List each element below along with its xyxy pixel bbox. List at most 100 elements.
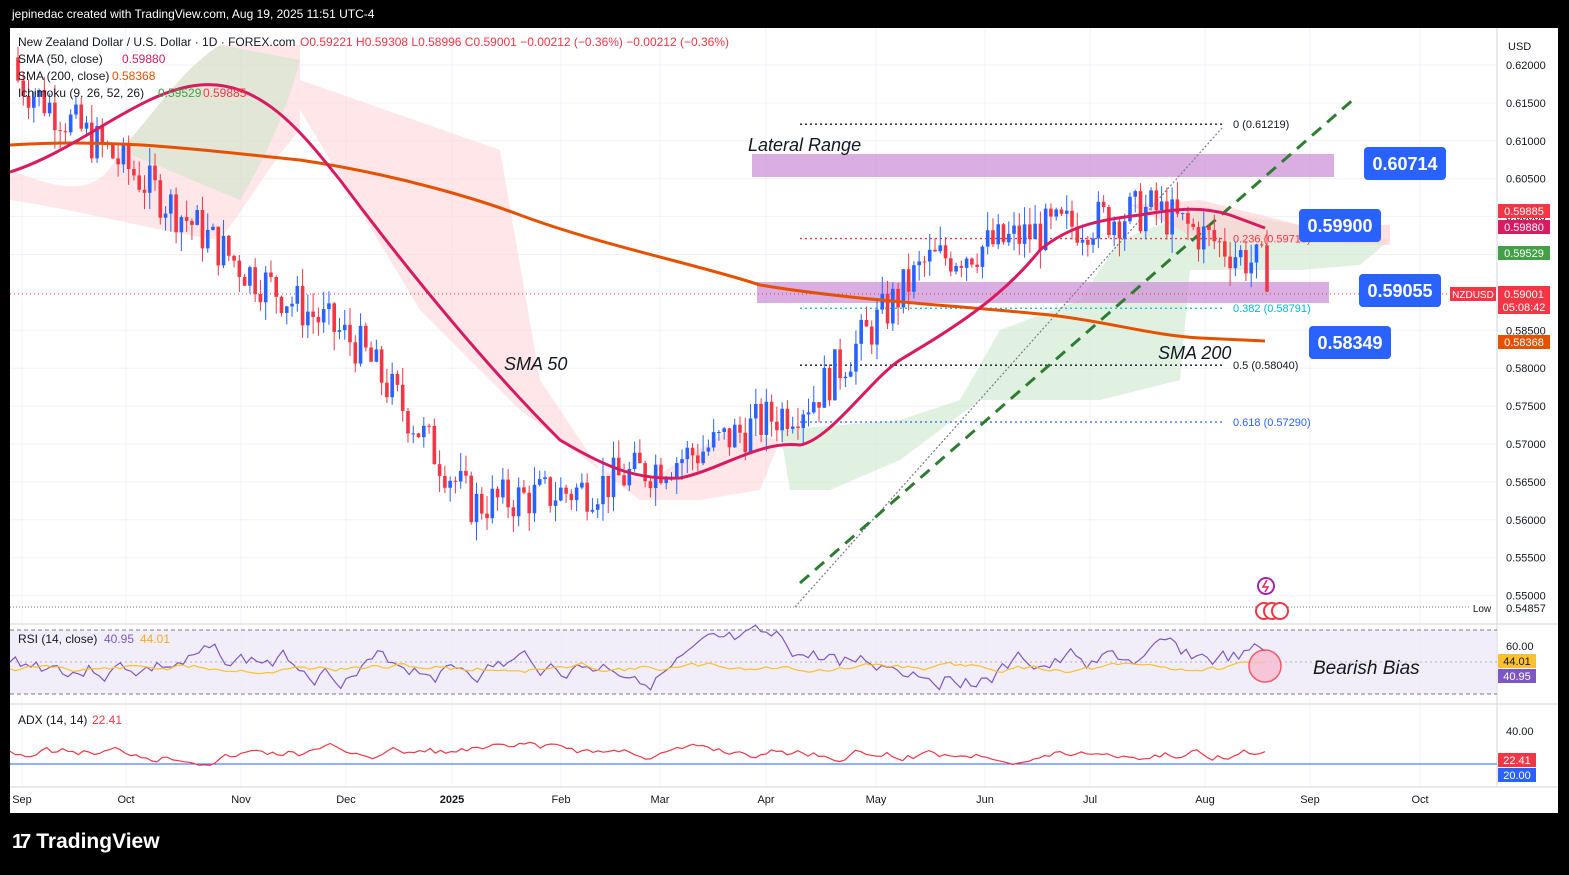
candle[interactable] [1143, 194, 1148, 240]
candle[interactable] [448, 476, 452, 502]
candle[interactable] [759, 398, 763, 443]
candle[interactable] [53, 84, 57, 149]
level-sma200-badge[interactable]: 0.58349 [1309, 326, 1391, 359]
candle[interactable] [569, 489, 574, 510]
candle[interactable] [727, 428, 732, 456]
candle[interactable] [785, 400, 790, 437]
candle[interactable] [1049, 203, 1053, 230]
candle[interactable] [943, 236, 948, 266]
candle[interactable] [590, 498, 595, 514]
candle[interactable] [1107, 204, 1111, 239]
candle[interactable] [985, 212, 990, 255]
candle[interactable] [864, 306, 869, 327]
candle[interactable] [1070, 200, 1074, 240]
candle[interactable] [427, 423, 431, 434]
candle[interactable] [147, 148, 152, 210]
candle[interactable] [1249, 244, 1253, 288]
candle[interactable] [595, 498, 600, 519]
candle[interactable] [817, 401, 821, 422]
candle[interactable] [306, 294, 310, 339]
candle[interactable] [242, 273, 247, 286]
candle[interactable] [991, 218, 995, 248]
support-range-box[interactable] [757, 282, 1329, 303]
candle[interactable] [37, 88, 41, 107]
candle[interactable] [622, 463, 626, 487]
candle[interactable] [1149, 187, 1153, 211]
candle[interactable] [274, 275, 279, 314]
candle[interactable] [248, 265, 252, 294]
candle[interactable] [980, 245, 985, 279]
candle[interactable] [1128, 192, 1132, 225]
candle[interactable] [142, 175, 147, 210]
candle[interactable] [543, 470, 547, 484]
candle[interactable] [843, 371, 848, 388]
candle[interactable] [1170, 187, 1174, 253]
candle[interactable] [1006, 221, 1011, 246]
candle[interactable] [854, 330, 858, 385]
candle[interactable] [948, 251, 953, 277]
candle[interactable] [47, 93, 52, 117]
candle[interactable] [880, 276, 885, 314]
candle[interactable] [638, 439, 642, 464]
candle[interactable] [89, 105, 94, 163]
rsi-ma-line[interactable] [9, 661, 1266, 675]
candle[interactable] [174, 187, 178, 244]
candle[interactable] [738, 416, 742, 444]
candle[interactable] [300, 269, 305, 338]
candle[interactable] [395, 370, 400, 392]
candle[interactable] [1223, 227, 1227, 267]
candle[interactable] [327, 291, 331, 325]
candle[interactable] [190, 218, 194, 240]
candle[interactable] [237, 255, 242, 292]
candle[interactable] [790, 416, 795, 434]
candle[interactable] [891, 282, 895, 331]
candle[interactable] [79, 98, 84, 132]
candle[interactable] [627, 461, 632, 491]
candle[interactable] [374, 339, 379, 363]
candle[interactable] [711, 418, 716, 452]
candle[interactable] [527, 485, 531, 531]
economic-events-icon[interactable] [1255, 577, 1289, 620]
candle[interactable] [959, 260, 964, 278]
candle[interactable] [922, 255, 927, 277]
candle[interactable] [1112, 216, 1116, 247]
candle[interactable] [632, 441, 637, 472]
fibonacci-levels[interactable]: 0 (0.61219) 0.236 (0.59710) 0.382 (0.58791… [800, 119, 1311, 429]
candle[interactable] [696, 443, 700, 472]
candle[interactable] [775, 406, 779, 442]
candle[interactable] [516, 477, 521, 527]
candle[interactable] [16, 46, 20, 83]
candle[interactable] [896, 282, 900, 325]
candle[interactable] [406, 407, 410, 443]
candle[interactable] [443, 465, 447, 494]
candle[interactable] [163, 206, 168, 231]
candle[interactable] [485, 496, 489, 530]
candle[interactable] [869, 320, 874, 355]
candle[interactable] [717, 430, 721, 441]
candle[interactable] [137, 161, 142, 193]
candle[interactable] [970, 257, 974, 268]
candle[interactable] [648, 476, 653, 498]
candle[interactable] [169, 189, 173, 232]
candle[interactable] [780, 402, 784, 443]
candle[interactable] [548, 476, 553, 513]
candle[interactable] [216, 226, 221, 276]
candle[interactable] [964, 256, 969, 281]
candle[interactable] [674, 457, 679, 494]
candle[interactable] [1196, 221, 1201, 262]
price-axis[interactable]: 0.620000.615000.610000.605000.600000.595… [1506, 60, 1546, 603]
candle[interactable] [611, 441, 616, 512]
candle[interactable] [453, 476, 458, 494]
candle[interactable] [690, 442, 695, 471]
candle[interactable] [1080, 224, 1085, 256]
candle[interactable] [833, 349, 837, 401]
candle[interactable] [917, 250, 921, 281]
candle[interactable] [848, 362, 853, 378]
candle[interactable] [116, 145, 120, 177]
candle[interactable] [1180, 212, 1185, 221]
candle[interactable] [822, 355, 827, 408]
candle[interactable] [522, 480, 526, 495]
candle[interactable] [511, 499, 516, 532]
candle[interactable] [1043, 203, 1048, 252]
candle[interactable] [1244, 240, 1248, 282]
